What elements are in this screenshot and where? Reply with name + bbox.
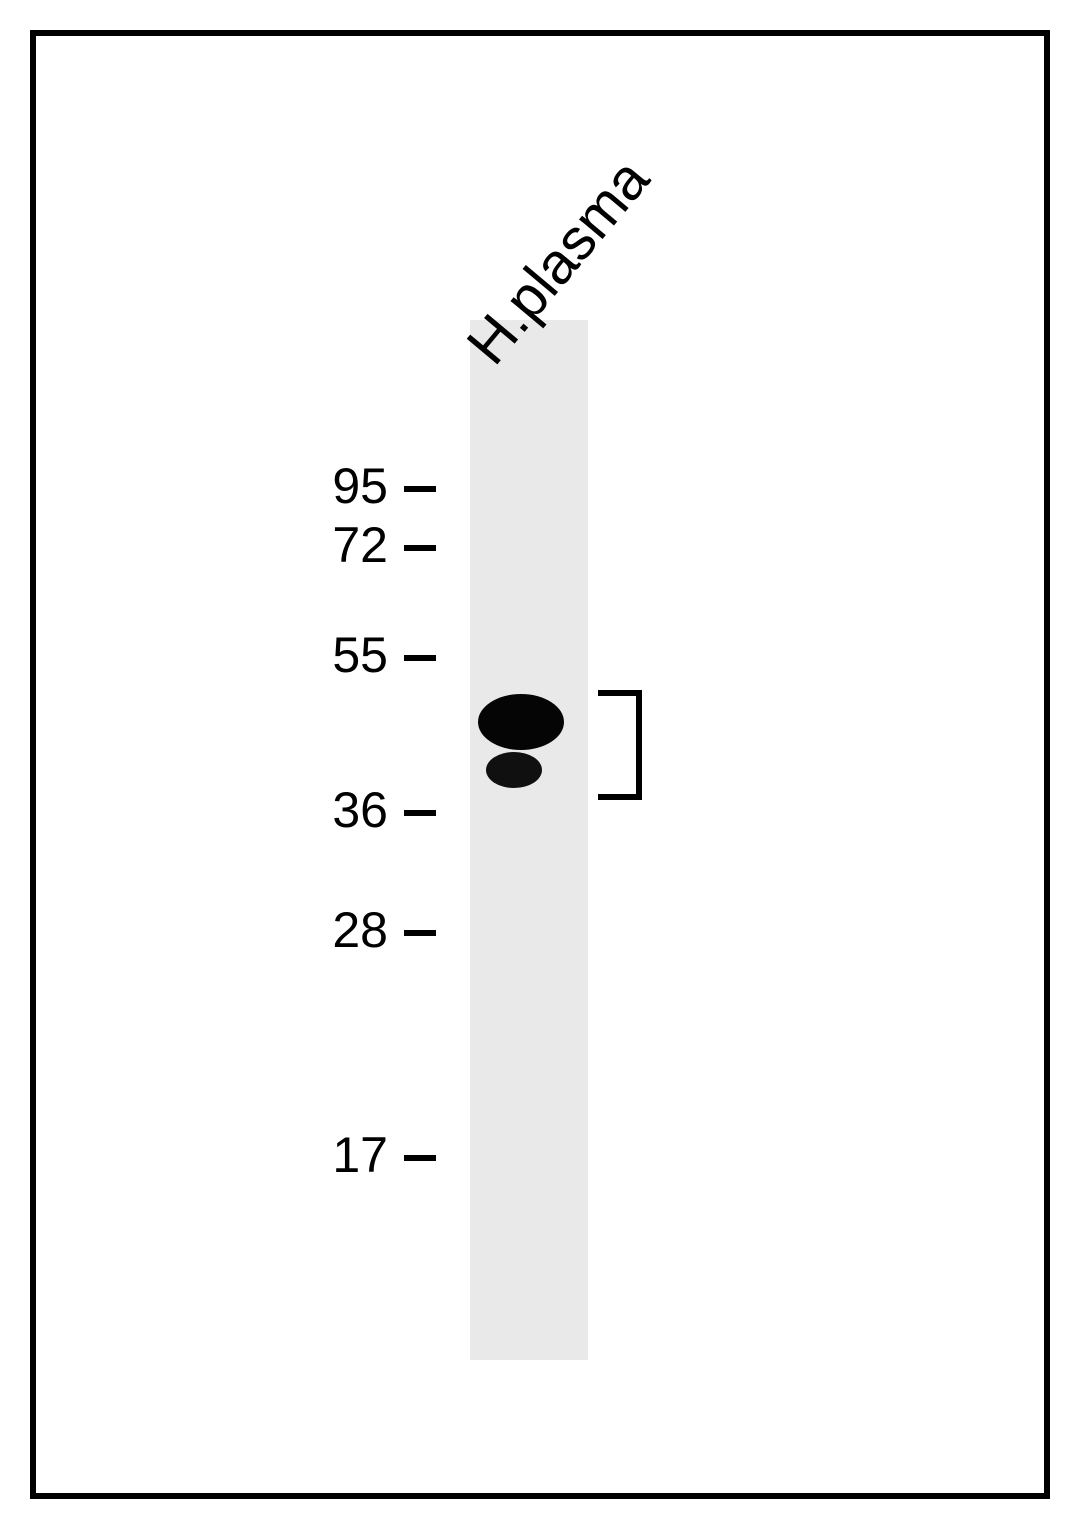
blot-figure: H.plasma 957255362817	[0, 0, 1080, 1529]
mw-label-55: 55	[268, 630, 388, 680]
mw-label-72: 72	[268, 520, 388, 570]
mw-tick-17	[404, 1155, 436, 1161]
mw-label-28: 28	[268, 905, 388, 955]
bracket-bottom	[598, 794, 636, 800]
band-0	[478, 694, 564, 750]
lane-strip	[470, 320, 588, 1360]
mw-label-36: 36	[268, 785, 388, 835]
mw-tick-72	[404, 545, 436, 551]
mw-tick-55	[404, 655, 436, 661]
mw-tick-28	[404, 930, 436, 936]
mw-tick-36	[404, 810, 436, 816]
band-1	[486, 752, 542, 788]
mw-label-17: 17	[268, 1130, 388, 1180]
bracket-top	[598, 690, 636, 696]
mw-label-95: 95	[268, 461, 388, 511]
bracket-vertical	[636, 690, 642, 800]
mw-tick-95	[404, 486, 436, 492]
